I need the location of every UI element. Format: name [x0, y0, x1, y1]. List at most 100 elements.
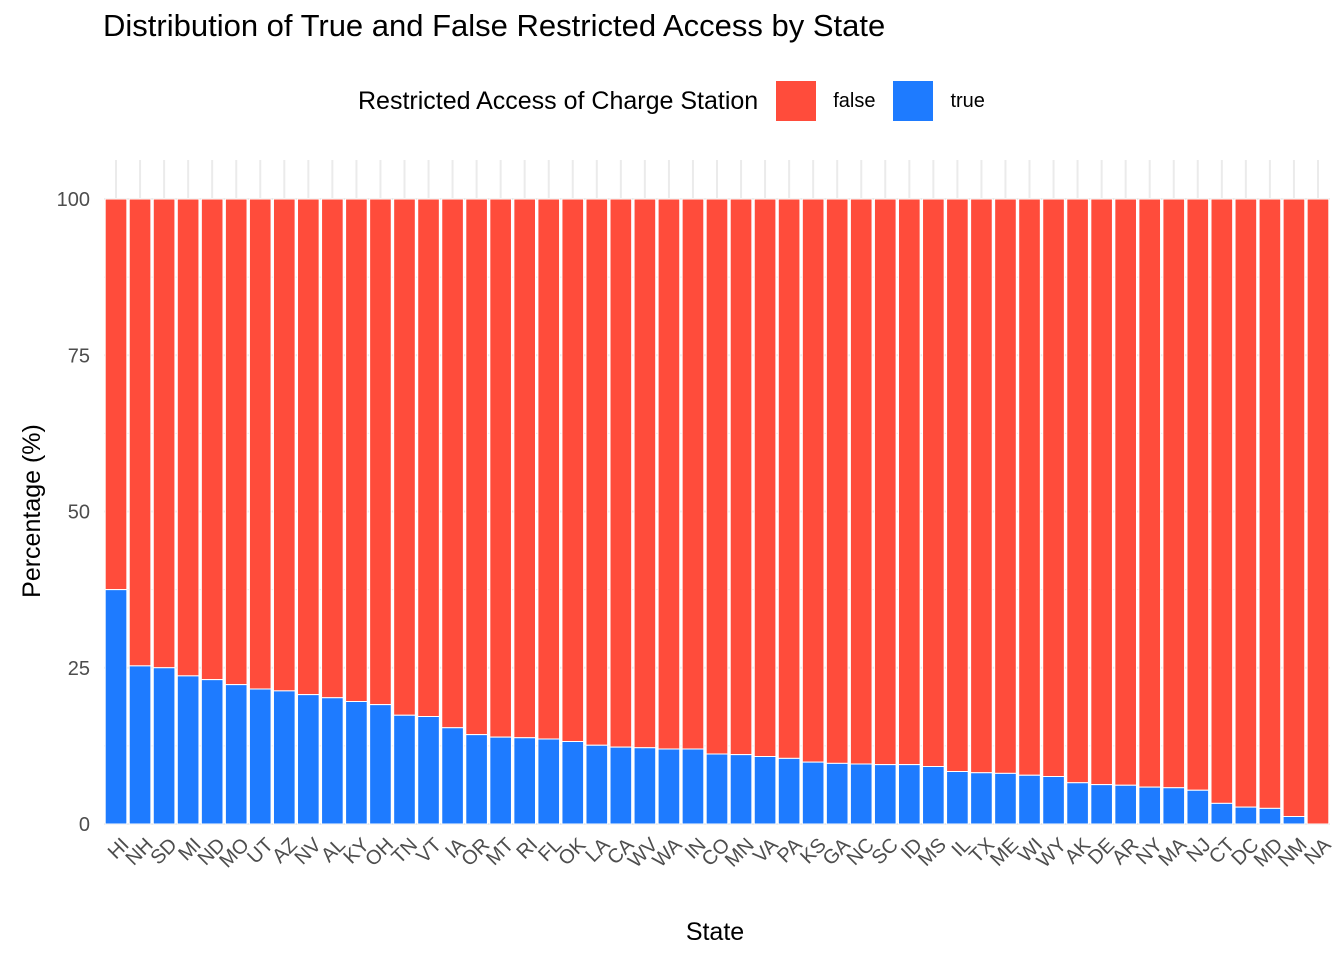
bar-true-OK — [561, 741, 585, 825]
bar-false-MD — [1258, 198, 1282, 809]
bar-true-WV — [633, 747, 657, 825]
bar-true-MS — [922, 766, 945, 825]
y-tick-label: 0 — [79, 814, 90, 836]
bar-true-DC — [1234, 806, 1258, 825]
bar-true-MO — [224, 684, 248, 825]
bar-true-MA — [1162, 787, 1186, 825]
x-tick-label-WA: WA — [649, 834, 687, 872]
bar-false-CO — [705, 198, 729, 755]
bar-false-KS — [801, 198, 825, 763]
bar-false-ME — [994, 198, 1017, 774]
bar-true-NY — [1138, 786, 1162, 825]
bar-false-CA — [609, 198, 633, 748]
bar-true-CO — [705, 753, 729, 825]
bar-false-HI — [104, 198, 128, 591]
bar-true-IA — [441, 727, 464, 825]
bar-false-NV — [297, 198, 320, 696]
bar-true-OH — [369, 704, 392, 825]
bar-true-KS — [801, 761, 825, 825]
bar-true-TX — [970, 772, 993, 825]
bar-true-ND — [200, 679, 224, 825]
bar-false-AL — [321, 198, 344, 699]
bar-false-AR — [1114, 198, 1137, 786]
bar-false-SD — [152, 198, 176, 669]
bar-true-PA — [777, 757, 801, 825]
legend-label-true: true — [950, 89, 985, 112]
bar-true-WA — [657, 748, 681, 825]
legend-swatch-false — [776, 81, 817, 121]
y-tick-label: 25 — [68, 658, 90, 680]
bar-false-WV — [633, 198, 657, 749]
bar-false-WY — [1042, 198, 1065, 777]
bar-true-ID — [897, 764, 921, 825]
bar-true-AR — [1114, 784, 1137, 825]
bar-false-KY — [345, 198, 368, 702]
bar-true-NC — [849, 763, 873, 825]
legend-swatch-true — [893, 81, 934, 121]
bar-true-ME — [994, 772, 1017, 825]
bar-false-IN — [681, 198, 705, 750]
legend: Restricted Access of Charge Station fals… — [358, 80, 1003, 122]
bar-true-SD — [152, 667, 176, 825]
bar-false-IL — [946, 198, 969, 772]
bar-false-WI — [1018, 198, 1041, 776]
bar-false-LA — [585, 198, 609, 746]
bar-false-MT — [489, 198, 512, 738]
bar-false-IA — [441, 198, 464, 729]
bar-false-VA — [753, 198, 777, 757]
bar-true-AZ — [272, 690, 296, 825]
bar-true-AK — [1066, 782, 1089, 825]
x-tick-label-MT: MT — [482, 834, 518, 870]
bar-false-AZ — [272, 198, 296, 692]
bar-true-WI — [1018, 774, 1041, 825]
bar-false-NM — [1282, 198, 1306, 817]
bar-false-OK — [561, 198, 585, 742]
bar-true-CA — [609, 746, 633, 825]
bar-true-GA — [825, 762, 849, 825]
bar-false-NY — [1138, 198, 1162, 788]
bar-true-OR — [465, 734, 488, 825]
bar-false-SC — [873, 198, 897, 766]
bar-false-OR — [465, 198, 488, 736]
bar-false-ID — [897, 198, 921, 766]
bar-false-TN — [393, 198, 416, 716]
bar-true-NH — [128, 665, 152, 825]
bar-false-PA — [777, 198, 801, 759]
bar-true-NJ — [1186, 789, 1210, 825]
legend-title: Restricted Access of Charge Station — [358, 86, 759, 115]
bar-true-MT — [489, 736, 512, 825]
bar-false-NA — [1306, 198, 1330, 825]
bar-true-MI — [176, 675, 200, 825]
y-axis-title: Percentage (%) — [18, 424, 46, 598]
bar-false-RI — [513, 198, 537, 739]
bar-true-CT — [1210, 802, 1234, 825]
bar-true-LA — [585, 744, 609, 825]
x-tick-label-MS: MS — [914, 834, 951, 871]
bar-true-VT — [417, 716, 440, 825]
bar-false-MS — [922, 198, 945, 767]
bar-false-NC — [849, 198, 873, 765]
bar-false-UT — [248, 198, 272, 690]
bar-true-WY — [1042, 776, 1065, 825]
chart-title: Distribution of True and False Restricte… — [103, 8, 886, 43]
bar-true-IL — [946, 771, 969, 825]
bar-false-WA — [657, 198, 681, 750]
bar-false-OH — [369, 198, 392, 706]
bar-false-GA — [825, 198, 849, 764]
bar-true-MD — [1258, 807, 1282, 825]
bar-layer — [104, 198, 1330, 825]
y-tick-label: 100 — [57, 189, 90, 211]
bar-false-FL — [537, 198, 561, 740]
bar-false-MA — [1162, 198, 1186, 789]
bar-true-VA — [753, 756, 777, 825]
bar-true-SC — [873, 764, 897, 825]
bar-false-MI — [176, 198, 200, 677]
bar-false-NJ — [1186, 198, 1210, 791]
bar-false-DE — [1090, 198, 1113, 786]
bar-false-DC — [1234, 198, 1258, 808]
bar-false-VT — [417, 198, 440, 717]
x-tick-label-NA: NA — [1300, 834, 1336, 870]
bar-false-MN — [729, 198, 753, 756]
bar-true-NM — [1282, 816, 1306, 825]
